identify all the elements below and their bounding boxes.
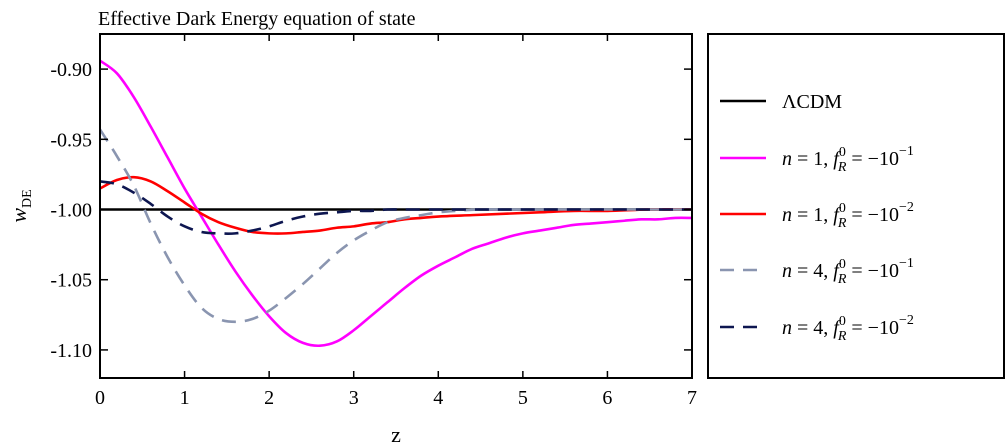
y-tick-label: -1.00 <box>50 200 92 222</box>
legend-label: n = 4, f0 R = −10−1 <box>782 256 914 287</box>
y-tick-label: -0.90 <box>50 59 92 81</box>
legend-item-1: ΛCDM <box>720 91 842 113</box>
legend-item-2: n = 1, f0 R = −10−1 <box>720 144 914 175</box>
legend-label: n = 1, f0 R = −10−1 <box>782 144 914 175</box>
x-tick-label: 3 <box>349 387 359 409</box>
y-axis-label-sub: DE <box>20 189 35 208</box>
chart-title: Effective Dark Energy equation of state <box>98 8 416 30</box>
legend: ΛCDM n = 1, f0 R = −10−1 n = 1, f0 R = −10−2… <box>707 33 1005 379</box>
x-tick-label: 5 <box>518 387 528 409</box>
x-tick-label: 2 <box>264 387 274 409</box>
x-tick-label: 0 <box>95 387 105 409</box>
y-tick-label: -0.95 <box>50 129 92 151</box>
ticks-layer: 0 1 2 3 4 5 6 7 -0.90 -0.95 -1.00 -1.05 -1.10 <box>50 34 697 409</box>
legend-label: n = 4, f0 R = −10−2 <box>782 313 914 344</box>
legend-item-3: n = 1, f0 R = −10−2 <box>720 200 914 231</box>
series-line-3 <box>100 175 692 235</box>
legend-item-5: n = 4, f0 R = −10−2 <box>720 313 914 344</box>
series-layer <box>100 59 692 348</box>
series-line-4 <box>100 128 692 324</box>
legend-item-4: n = 4, f0 R = −10−1 <box>720 256 914 287</box>
y-axis-label: wDE <box>6 189 35 222</box>
plot-frame <box>99 33 693 379</box>
x-tick-label: 6 <box>602 387 612 409</box>
x-tick-label: 4 <box>433 387 443 409</box>
x-axis-label: z <box>391 422 401 447</box>
series-line-5 <box>100 180 692 235</box>
y-axis-label-main: w <box>6 208 31 223</box>
legend-label: n = 1, f0 R = −10−2 <box>782 200 914 231</box>
legend-frame <box>707 33 1005 379</box>
legend-items: ΛCDM n = 1, f0 R = −10−1 n = 1, f0 R = −10−2… <box>720 91 914 344</box>
legend-label: ΛCDM <box>782 91 842 113</box>
x-tick-label: 7 <box>687 387 697 409</box>
y-tick-label: -1.10 <box>50 340 92 362</box>
y-tick-label: -1.05 <box>50 270 92 292</box>
series-line-2 <box>100 59 692 348</box>
plot-area: 0 1 2 3 4 5 6 7 -0.90 -0.95 -1.00 -1.05 -1.10 <box>50 33 697 409</box>
x-tick-label: 1 <box>180 387 190 409</box>
